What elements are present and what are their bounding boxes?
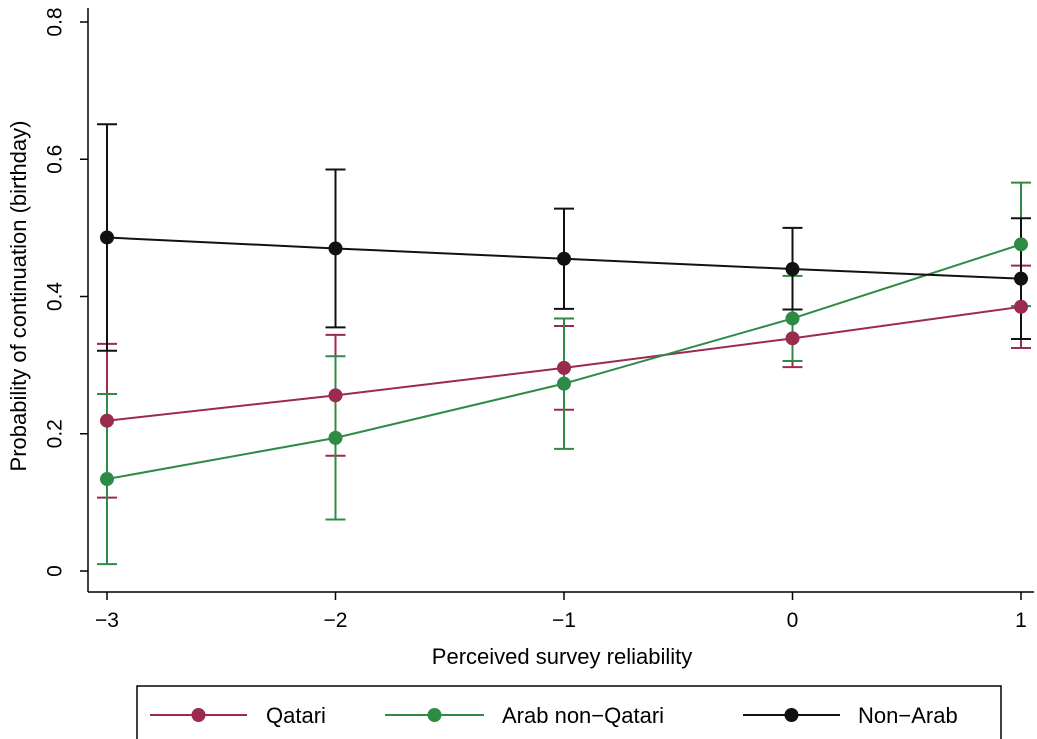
legend-box [136, 685, 1002, 739]
x-tick-label: 1 [1015, 609, 1027, 632]
x-tick-label: −2 [324, 609, 348, 632]
data-point [785, 262, 800, 277]
legend-label: Arab non−Qatari [502, 703, 664, 728]
legend-label: Qatari [266, 703, 326, 728]
legend: Qatari Arab non−Qatari Non−Arab [136, 685, 1002, 739]
data-point [328, 388, 343, 403]
y-tick-label: 0.4 [44, 282, 67, 312]
data-point [1014, 271, 1028, 286]
y-tick-label: 0.2 [44, 419, 67, 448]
data-points [100, 230, 1028, 487]
data-point [1014, 237, 1028, 252]
data-point [785, 331, 800, 346]
x-axis-title: Perceived survey reliability [432, 644, 692, 669]
data-point [1014, 299, 1028, 314]
data-point [100, 413, 114, 428]
data-point [785, 311, 800, 326]
data-point [100, 230, 114, 245]
y-tick-label: 0.6 [44, 145, 67, 174]
data-point [328, 430, 343, 445]
data-point [557, 251, 571, 266]
legend-marker [191, 708, 206, 722]
data-point [328, 241, 343, 256]
legend-marker [427, 708, 442, 722]
data-point [557, 376, 571, 391]
data-point [100, 472, 114, 487]
x-tick-label: 0 [787, 609, 799, 632]
x-tick-label: −3 [95, 609, 119, 632]
y-axis-title: Probability of continuation (birthday) [6, 121, 31, 472]
legend-marker [784, 708, 799, 722]
y-tick-label: 0 [44, 565, 67, 577]
x-tick-label: −1 [552, 609, 576, 632]
axes: 0 0.2 0.4 0.6 0.8 −3 −2 −1 0 1 [44, 7, 1034, 632]
legend-label: Non−Arab [858, 703, 958, 728]
error-bars [97, 123, 1031, 566]
data-point [557, 360, 571, 375]
y-tick-label: 0.8 [44, 7, 67, 36]
